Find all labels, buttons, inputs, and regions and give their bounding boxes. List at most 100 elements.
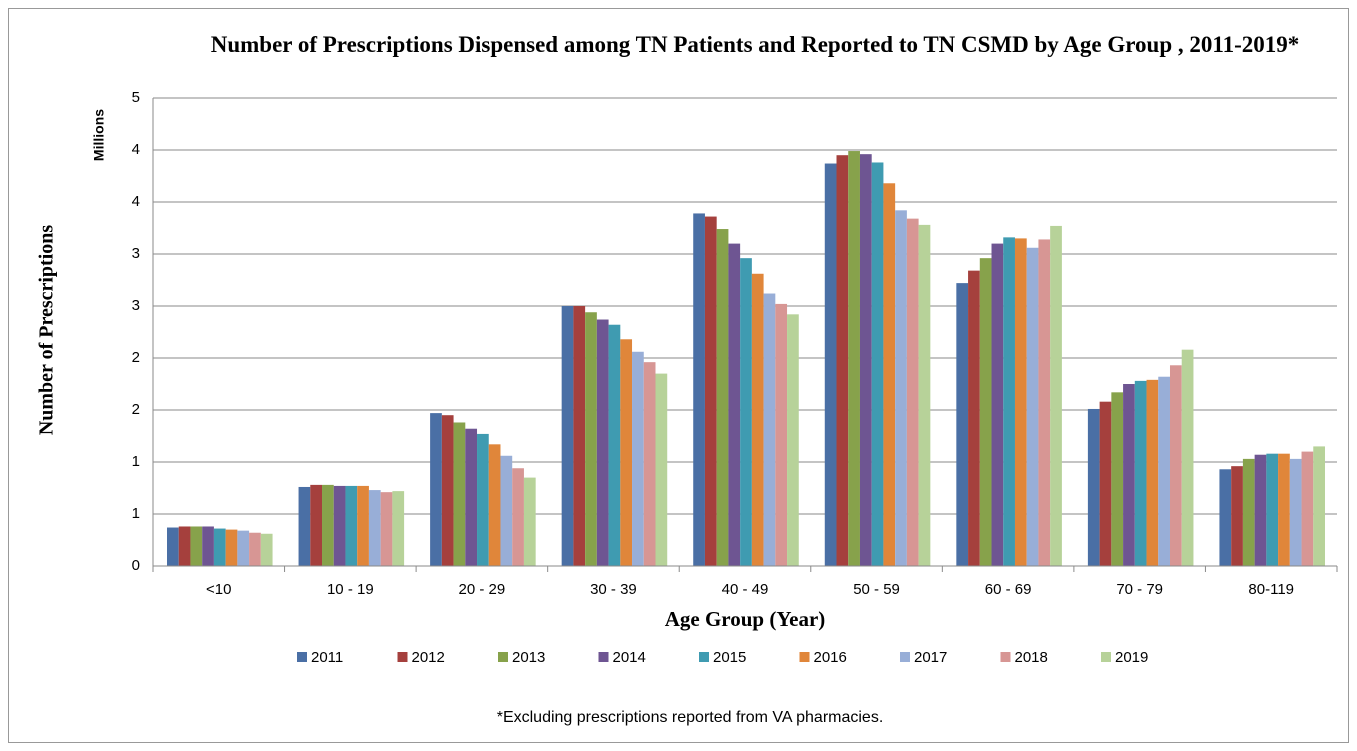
bar <box>716 229 729 567</box>
legend-label: 2014 <box>613 649 646 666</box>
bar <box>190 526 203 566</box>
bar <box>1313 446 1325 566</box>
bar <box>441 415 454 566</box>
bar <box>1038 239 1051 566</box>
bar <box>968 270 980 566</box>
bar <box>836 155 849 566</box>
bar <box>895 210 907 566</box>
bar <box>1158 376 1170 566</box>
footnote: *Excluding prescriptions reported from V… <box>497 709 884 726</box>
bar <box>453 422 466 566</box>
bar <box>1134 380 1147 566</box>
legend-swatch <box>900 652 910 662</box>
legend-label: 2011 <box>311 649 343 666</box>
bar <box>1026 247 1039 566</box>
y-tick-label: 5 <box>132 89 140 106</box>
bar <box>991 243 1004 566</box>
bar <box>561 306 574 566</box>
bar <box>740 258 752 566</box>
bar <box>310 484 323 566</box>
x-tick-label: 70 - 79 <box>1116 581 1163 598</box>
legend-swatch <box>598 652 609 662</box>
bar <box>859 154 872 566</box>
bar <box>500 455 513 566</box>
bar <box>1123 384 1135 566</box>
bar <box>430 413 442 566</box>
y-axis-label: Number of Prescriptions <box>36 225 58 436</box>
y-tick-label: 2 <box>132 401 140 418</box>
y-tick-label: 3 <box>132 245 140 262</box>
bar <box>871 162 884 567</box>
chart-title: Number of Prescriptions Dispensed among … <box>210 32 1300 57</box>
bar <box>956 283 969 566</box>
legend-label: 2017 <box>914 649 947 666</box>
bar <box>1181 349 1194 566</box>
bar <box>345 485 358 566</box>
legend-swatch <box>1101 652 1111 662</box>
x-tick-label: 50 - 59 <box>853 581 900 598</box>
bar <box>1266 453 1279 566</box>
bar <box>465 428 478 566</box>
bar <box>608 324 621 566</box>
bar <box>523 477 536 566</box>
bar <box>225 529 238 566</box>
bar <box>751 273 764 566</box>
legend-swatch <box>1000 652 1011 662</box>
bar <box>632 351 644 566</box>
bar <box>488 444 501 566</box>
x-tick-label: 60 - 69 <box>985 581 1032 598</box>
legend-swatch <box>799 652 810 662</box>
y-tick-label: 0 <box>132 557 140 574</box>
bar <box>1087 408 1100 566</box>
bar <box>824 163 837 566</box>
legend-label: 2015 <box>713 649 746 666</box>
bar <box>1169 365 1182 566</box>
bar <box>655 373 668 566</box>
bar <box>585 312 597 566</box>
bar <box>167 527 179 566</box>
bar <box>1050 225 1062 567</box>
bar <box>1242 458 1255 566</box>
bar <box>1014 238 1027 566</box>
legend-label: 2016 <box>814 649 847 666</box>
y-tick-label: 4 <box>132 193 140 210</box>
bar <box>596 319 609 566</box>
x-tick-label: 20 - 29 <box>459 581 506 598</box>
y-tick-label: 1 <box>132 453 140 470</box>
legend-label: 2019 <box>1115 649 1148 666</box>
title-box: Number of Prescriptions Dispensed among … <box>210 32 1300 57</box>
bar <box>213 528 226 566</box>
y-tick-label: 1 <box>132 505 140 522</box>
legend-swatch <box>297 652 307 662</box>
legend-swatch <box>699 652 709 662</box>
bar <box>512 468 524 566</box>
bar <box>728 243 741 566</box>
legend-label: 2018 <box>1015 649 1048 666</box>
bar <box>322 484 334 566</box>
bar <box>763 293 776 566</box>
bar <box>1099 401 1112 566</box>
bar <box>643 362 656 566</box>
legend-label: 2013 <box>512 649 545 666</box>
bar <box>1289 458 1302 566</box>
chart-frame <box>8 8 1349 743</box>
bar <box>202 526 214 566</box>
bar <box>787 314 799 566</box>
bar <box>704 216 717 566</box>
y-tick-label: 3 <box>132 297 140 314</box>
bar <box>918 224 931 566</box>
legend-swatch <box>498 652 508 662</box>
x-tick-label: 30 - 39 <box>590 581 637 598</box>
bar <box>620 339 633 566</box>
bar <box>333 485 346 566</box>
bar <box>906 218 919 566</box>
bar <box>1278 453 1290 566</box>
x-axis-label: Age Group (Year) <box>665 607 826 631</box>
bar <box>775 303 788 566</box>
x-tick-label: <10 <box>206 581 231 598</box>
bar <box>979 258 992 566</box>
bar <box>237 530 250 566</box>
bar <box>848 151 860 567</box>
